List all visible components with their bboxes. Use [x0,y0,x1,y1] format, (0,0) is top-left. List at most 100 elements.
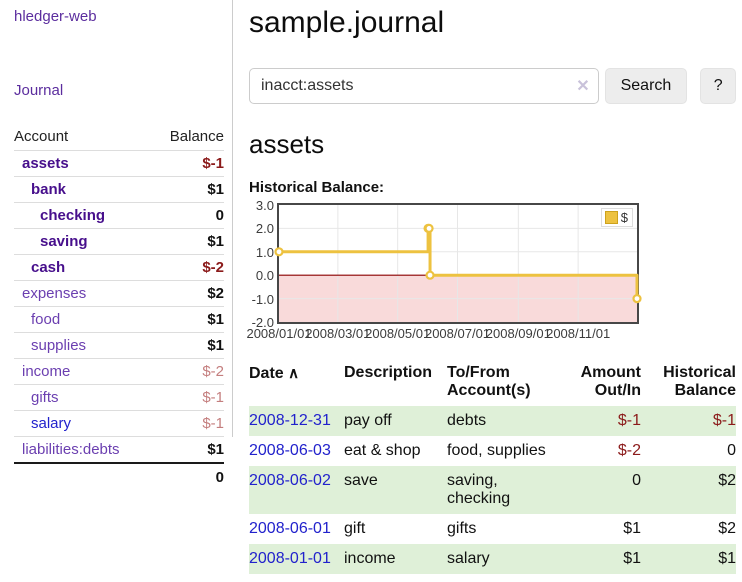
search-button[interactable]: Search [604,68,688,104]
legend-label: $ [620,210,628,225]
y-axis-labels: 3.0 2.0 1.0 0.0 -1.0 -2.0 [249,198,277,330]
balance-chart-svg [274,205,642,322]
account-row: assets $-1 [14,150,224,177]
y-tick-label: 0.0 [255,268,274,284]
transaction-description: gift [344,520,366,537]
search-bar: ✕ Search ? [249,68,736,104]
account-balance: 0 [152,202,224,229]
account-row: liabilities:debts $1 [14,436,224,463]
transaction-accounts: food, supplies [447,442,546,459]
account-balance: $2 [152,280,224,307]
x-tick-label: 2008/03/01 [305,326,371,341]
transaction-amount: $1 [559,544,641,574]
register-row: 2008-12-31 pay off debts $-1 $-1 [249,406,736,436]
account-link-gifts[interactable]: gifts [31,389,59,406]
register-row: 2008-01-01 income salary $1 $1 [249,544,736,574]
y-tick-label: 2.0 [255,221,274,237]
transaction-description: save [344,466,447,514]
x-tick-label: 2008/09/01 [485,326,551,341]
transaction-date-link[interactable]: 2008-12-31 [249,412,331,429]
sidebar: hledger-web Journal Account Balance asse… [0,0,233,491]
register-table: Date ∧ Description To/From Account(s) Am… [249,362,736,574]
register-column-date[interactable]: Date ∧ [249,365,300,382]
transaction-description: income [344,544,447,574]
x-axis-labels: 2008/01/01 2008/03/01 2008/05/01 2008/07/01… [246,324,641,341]
account-balance: $-1 [152,150,224,177]
account-link-salary[interactable]: salary [31,415,72,432]
accounts-total: 0 [152,462,224,491]
transaction-date-link[interactable]: 2008-06-01 [249,520,331,537]
transaction-description: pay off [344,406,447,436]
account-balance: $1 [152,306,224,333]
account-balance: $1 [152,436,224,463]
account-balance: $1 [152,332,224,359]
account-row: salary $-1 [14,410,224,437]
x-tick-label: 2008/07/01 [424,326,491,341]
transaction-amount: 0 [559,466,641,514]
transaction-amount: $1 [623,520,641,537]
transaction-balance: $2 [641,466,736,514]
account-link-saving[interactable]: saving [40,233,88,250]
transaction-balance: $2 [718,520,736,537]
y-tick-label: -2.0 [251,315,274,330]
transaction-accounts: debts [447,406,559,436]
account-link-income[interactable]: income [22,363,71,380]
transaction-description: eat & shop [344,442,421,459]
account-row: saving $1 [14,228,224,255]
account-row: bank $1 [14,176,224,203]
x-tick-label: 2008/01/01 [246,326,312,341]
account-balance: $-1 [152,410,224,437]
transaction-accounts: salary [447,544,559,574]
account-link-food[interactable]: food [31,311,61,328]
account-row: cash $-2 [14,254,224,281]
search-help-button[interactable]: ? [700,68,736,104]
account-link-expenses[interactable]: expenses [22,285,87,302]
accounts-total-row: 0 [14,462,224,491]
account-balance: $1 [152,228,224,255]
account-row: supplies $1 [14,332,224,359]
register-row: 2008-06-03 eat & shop food, supplies $-2… [249,436,736,466]
transaction-date-link[interactable]: 2008-06-03 [249,442,331,459]
transaction-balance: 0 [727,442,736,459]
legend-swatch-icon [604,211,618,224]
account-balance: $-2 [152,254,224,281]
sort-ascending-icon: ∧ [288,365,300,382]
transaction-accounts: gifts [447,520,477,537]
account-balance: $-1 [152,384,224,411]
account-link-supplies[interactable]: supplies [31,337,87,354]
main-content: sample.journal ✕ Search ? assets Histori… [246,0,742,574]
chart-plot-area: $ [274,203,642,324]
brand-link[interactable]: hledger-web [14,8,97,25]
transaction-amount: $-2 [617,442,641,459]
x-tick-label: 2008/05/01 [365,326,431,341]
register-column-balance: Historical Balance [663,364,736,399]
accounts-column-balance: Balance [169,128,224,145]
clear-search-icon[interactable]: ✕ [576,78,590,95]
account-link-checking[interactable]: checking [40,207,106,224]
page-title: sample.journal [249,6,445,39]
account-link-cash[interactable]: cash [31,259,66,276]
account-balance: $1 [152,176,224,203]
y-tick-label: 1.0 [255,244,274,260]
register-column-accounts: To/From Account(s) [447,364,531,399]
accounts-table: Account Balance assets $-1 bank $1 check… [14,124,224,491]
account-row: food $1 [14,306,224,333]
transaction-amount: $-1 [559,406,641,436]
chart-title: Historical Balance: [249,179,385,196]
accounts-header-row: Account Balance [14,124,224,151]
transaction-date-link[interactable]: 2008-06-02 [249,472,331,489]
account-row: income $-2 [14,358,224,385]
transaction-balance: $-1 [641,406,736,436]
account-link-assets[interactable]: assets [22,155,69,172]
accounts-column-account: Account [14,128,69,145]
account-link-liabilities-debts[interactable]: liabilities:debts [22,441,120,458]
sidebar-item-journal[interactable]: Journal [14,82,64,99]
account-row: gifts $-1 [14,384,224,411]
chart-legend: $ [600,208,633,227]
account-row: expenses $2 [14,280,224,307]
y-tick-label: 3.0 [255,198,274,213]
account-link-bank[interactable]: bank [31,181,67,198]
register-header-row: Date ∧ Description To/From Account(s) Am… [249,362,736,406]
transaction-date-link[interactable]: 2008-01-01 [249,550,331,567]
search-input[interactable] [249,68,599,104]
